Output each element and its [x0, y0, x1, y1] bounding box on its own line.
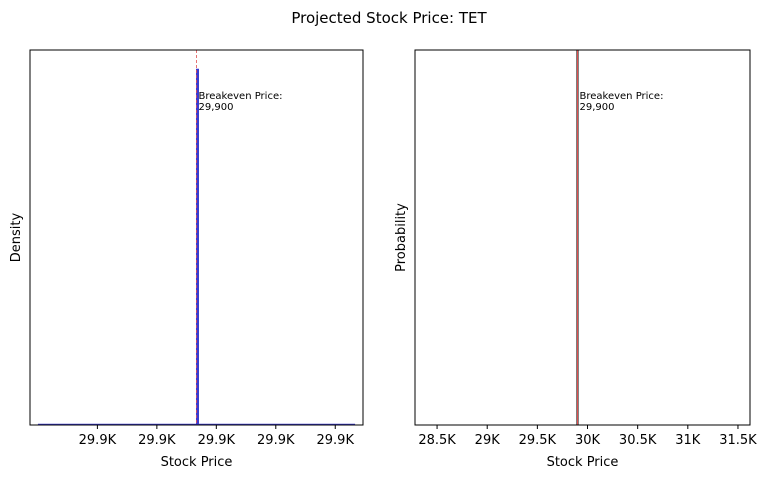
breakeven-annotation: Breakeven Price: 29,900 — [199, 91, 283, 113]
x-tick-label: 30.5K — [619, 433, 657, 448]
x-tick-label: 29K — [475, 433, 501, 448]
x-tick-label: 28.5K — [418, 433, 456, 448]
y-axis-label: Probability — [394, 203, 409, 272]
axes-frame — [29, 49, 364, 426]
breakeven-annotation: Breakeven Price: 29,900 — [579, 91, 663, 113]
x-tick-label: 29.9K — [198, 433, 236, 448]
breakeven-annotation-line: 29,900 — [199, 102, 234, 113]
panel-1: Breakeven Price: 29,900 29.9K 29.9K 29.9K 29.… — [9, 49, 364, 470]
x-tick-label: 31.5K — [719, 433, 757, 448]
figure-title: Projected Stock Price: TET — [291, 9, 487, 27]
breakeven-annotation-line: 29,900 — [579, 102, 614, 113]
x-axis-label: Stock Price — [161, 455, 233, 470]
breakeven-annotation-line: Breakeven Price: — [579, 91, 663, 102]
x-tick-label: 29.9K — [79, 433, 117, 448]
x-tick-label: 31K — [675, 433, 701, 448]
x-tick-label: 30K — [575, 433, 601, 448]
x-tick-label: 29.9K — [138, 433, 176, 448]
y-axis-label: Density — [9, 212, 24, 262]
panel-2: Breakeven Price: 29,900 28.5K 29K 29.5K 30K 30… — [394, 49, 757, 470]
breakeven-annotation-line: Breakeven Price: — [199, 91, 283, 102]
x-tick-label: 29.9K — [317, 433, 355, 448]
x-tick-label: 29.5K — [519, 433, 557, 448]
histogram-bar — [196, 68, 199, 425]
x-axis-label: Stock Price — [547, 455, 619, 470]
axes-frame — [414, 49, 751, 426]
x-tick-label: 29.9K — [257, 433, 295, 448]
